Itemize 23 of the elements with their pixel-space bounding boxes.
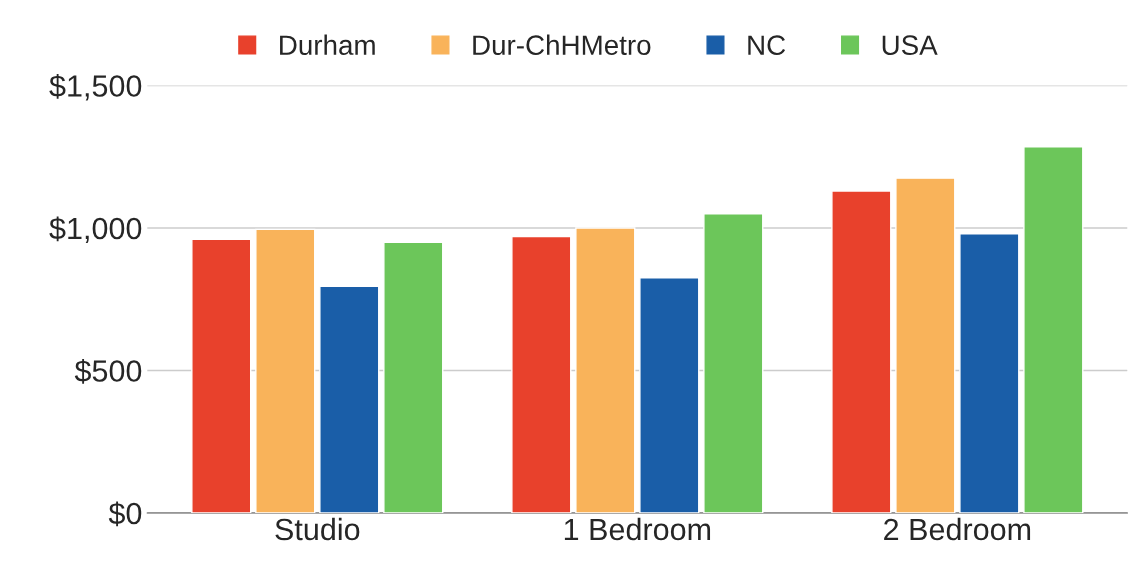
bar xyxy=(895,177,956,513)
bar xyxy=(1023,146,1084,513)
bar xyxy=(319,285,380,513)
bar xyxy=(639,277,700,513)
legend-label: USA xyxy=(882,35,938,56)
bar xyxy=(959,233,1020,513)
bar xyxy=(191,238,252,513)
y-tick-label: $0 xyxy=(108,501,142,527)
legend-label: Durham xyxy=(280,34,375,56)
x-tick-label: 2 Bedroom xyxy=(884,517,1031,541)
bar xyxy=(511,235,572,513)
y-tick-label: $500 xyxy=(74,358,142,384)
bar xyxy=(831,190,892,513)
x-tick-label: Studio xyxy=(275,517,360,541)
bar xyxy=(383,241,444,513)
y-tick-label: $1,500 xyxy=(49,73,142,101)
x-tick-label: 1 Bedroom xyxy=(564,517,711,541)
bar xyxy=(575,227,636,513)
bar xyxy=(703,213,764,513)
bar xyxy=(255,228,316,513)
legend-label: Dur-ChHMetro xyxy=(473,34,651,56)
legend-label: NC xyxy=(748,35,786,56)
y-tick-label: $1,000 xyxy=(49,216,142,243)
